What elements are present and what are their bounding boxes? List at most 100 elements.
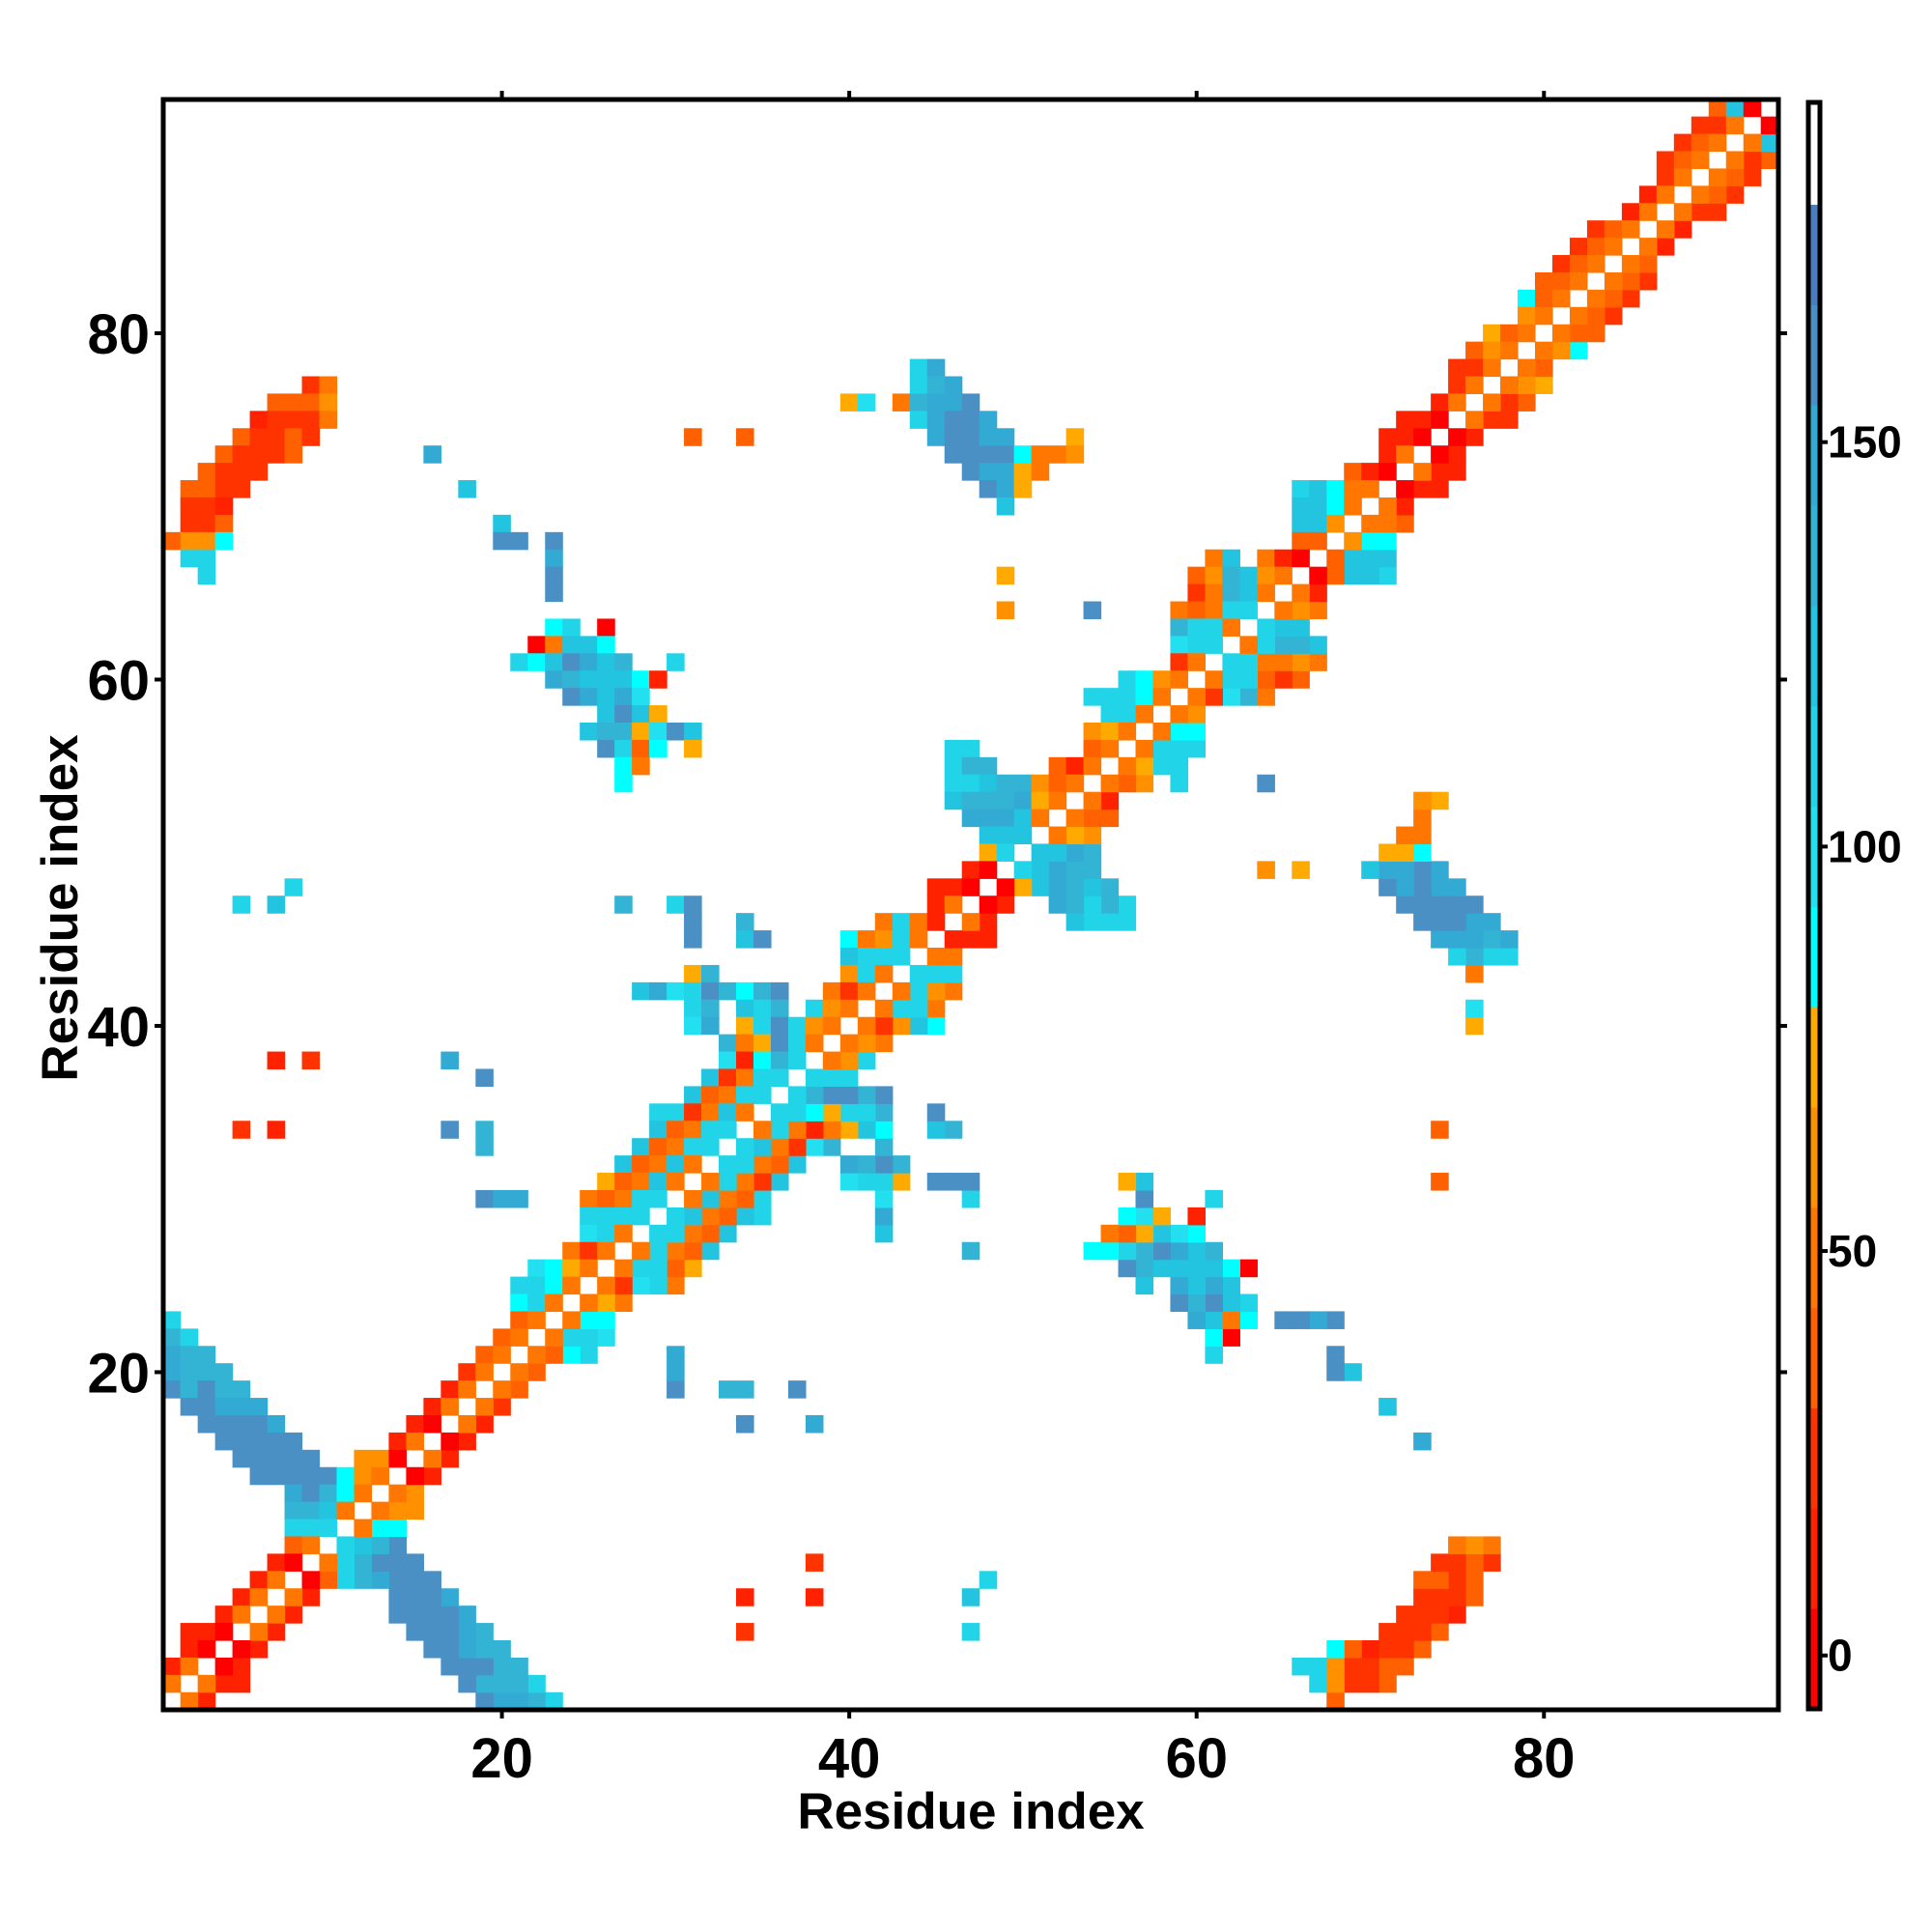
heatmap-cell xyxy=(753,1034,772,1053)
heatmap-cell xyxy=(1274,618,1293,637)
heatmap-cell xyxy=(1551,289,1571,308)
heatmap-cell xyxy=(874,1207,894,1226)
heatmap-cell xyxy=(632,1189,650,1208)
heatmap-cell xyxy=(527,1311,546,1329)
heatmap-cell xyxy=(805,1016,824,1036)
heatmap-cell xyxy=(458,1380,476,1399)
heatmap-cell xyxy=(822,1051,841,1070)
heatmap-cell xyxy=(1065,913,1085,931)
heatmap-cell xyxy=(909,376,928,395)
heatmap-cell xyxy=(1100,1224,1120,1243)
heatmap-cell xyxy=(684,1189,702,1208)
heatmap-cell xyxy=(388,1519,407,1538)
heatmap-cell xyxy=(1309,480,1327,498)
heatmap-cell xyxy=(284,1605,303,1624)
heatmap-cell xyxy=(1239,1259,1258,1278)
colorbar-band xyxy=(1808,1207,1820,1309)
heatmap-cell xyxy=(180,1363,199,1381)
heatmap-cell xyxy=(1690,116,1710,135)
heatmap-cell xyxy=(1031,878,1050,896)
heatmap-cell xyxy=(649,1121,668,1139)
heatmap-cell xyxy=(979,826,998,845)
heatmap-cell xyxy=(1586,306,1605,326)
heatmap-cell xyxy=(162,1657,182,1676)
heatmap-cell xyxy=(1413,1605,1432,1624)
heatmap-cell xyxy=(1239,1311,1258,1329)
heatmap-cell xyxy=(267,1121,286,1139)
heatmap-cell xyxy=(1483,393,1501,412)
heatmap-cell xyxy=(267,1623,286,1641)
heatmap-cell xyxy=(458,1605,476,1624)
heatmap-cell xyxy=(979,809,998,828)
heatmap-cell xyxy=(944,878,963,896)
heatmap-cell xyxy=(874,1121,894,1139)
heatmap-cell xyxy=(1170,670,1189,689)
heatmap-cell xyxy=(580,722,598,741)
heatmap-cell xyxy=(735,1103,754,1122)
heatmap-cell xyxy=(197,463,216,481)
heatmap-cell xyxy=(493,1380,511,1399)
heatmap-cell xyxy=(1483,411,1501,429)
heatmap-cell xyxy=(336,1553,355,1572)
heatmap-cell xyxy=(1187,566,1207,585)
heatmap-cell xyxy=(614,1207,633,1226)
heatmap-cell xyxy=(1604,289,1623,308)
heatmap-cell xyxy=(1396,826,1414,845)
heatmap-cell xyxy=(1205,1276,1223,1295)
heatmap-cell xyxy=(979,480,998,498)
heatmap-cell xyxy=(667,1155,685,1174)
heatmap-cell xyxy=(1465,1571,1484,1589)
heatmap-cell xyxy=(1292,531,1310,551)
heatmap-cell xyxy=(371,1449,390,1468)
heatmap-cell xyxy=(1031,445,1050,464)
heatmap-cell xyxy=(319,376,338,395)
heatmap-cell xyxy=(232,1674,251,1693)
heatmap-cell xyxy=(214,1414,234,1434)
heatmap-cell xyxy=(423,1414,441,1434)
x-axis-title: Residue index xyxy=(797,1783,1145,1840)
heatmap-cell xyxy=(839,1034,859,1053)
heatmap-cell xyxy=(1396,514,1414,533)
heatmap-cell xyxy=(822,1016,841,1036)
heatmap-cell xyxy=(440,1588,459,1606)
heatmap-cell xyxy=(961,1173,980,1191)
heatmap-cell xyxy=(493,1189,511,1208)
heatmap-cell xyxy=(1013,445,1033,464)
heatmap-cell xyxy=(1083,756,1102,776)
heatmap-cell xyxy=(822,999,841,1018)
heatmap-cell xyxy=(1465,376,1484,395)
heatmap-cell xyxy=(319,1553,338,1572)
heatmap-cell xyxy=(1239,688,1258,706)
colorbar: 0 50 100 150 xyxy=(1805,99,1902,1712)
heatmap-cell xyxy=(1100,705,1120,724)
heatmap-cell xyxy=(1431,1553,1449,1572)
heatmap-cell xyxy=(1448,1553,1466,1572)
heatmap-cell xyxy=(214,480,234,498)
heatmap-cell xyxy=(1621,203,1640,221)
heatmap-cell xyxy=(874,1016,894,1036)
heatmap-cell xyxy=(1152,739,1172,758)
heatmap-cell xyxy=(857,1086,876,1104)
heatmap-cell xyxy=(440,1623,459,1641)
heatmap-cell xyxy=(1013,878,1033,896)
heatmap-cell xyxy=(1135,1259,1154,1278)
heatmap-cell xyxy=(1083,688,1102,706)
heatmap-cell xyxy=(1292,1311,1310,1329)
heatmap-cell xyxy=(944,739,963,758)
heatmap-cell xyxy=(388,1605,407,1624)
heatmap-cell xyxy=(1239,670,1258,689)
heatmap-cell xyxy=(214,463,234,481)
heatmap-cell xyxy=(458,480,476,498)
heatmap-cell xyxy=(1013,774,1033,793)
heatmap-cell xyxy=(735,1034,754,1053)
heatmap-cell xyxy=(787,1016,807,1036)
heatmap-cell xyxy=(996,791,1015,810)
heatmap-cell xyxy=(701,1103,720,1122)
heatmap-cell xyxy=(1535,358,1553,378)
heatmap-cell xyxy=(735,1414,754,1434)
heatmap-cell xyxy=(1551,255,1571,273)
heatmap-cell xyxy=(284,428,303,446)
heatmap-cell xyxy=(232,1605,251,1624)
heatmap-cell xyxy=(1048,843,1067,862)
